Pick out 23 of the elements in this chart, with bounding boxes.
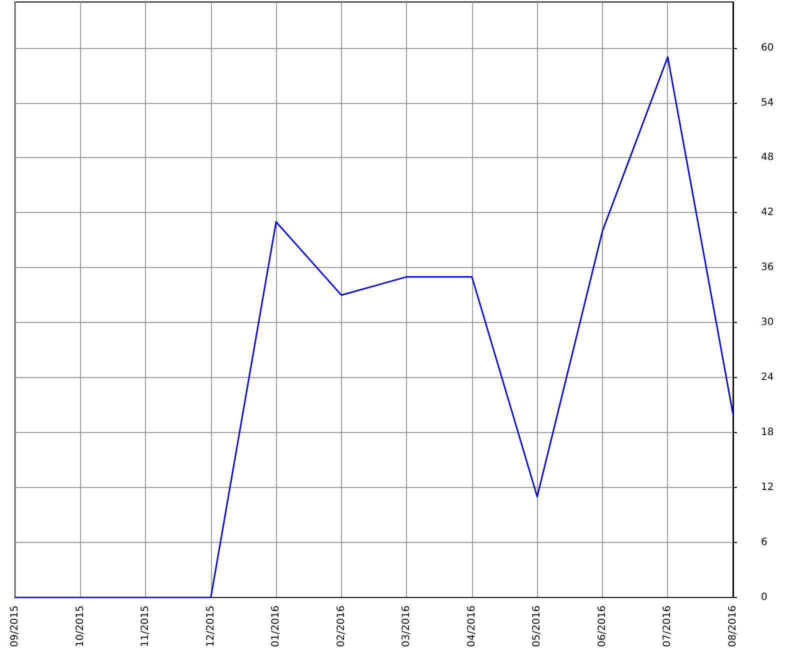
- y-tick-label: 6: [761, 536, 768, 548]
- x-tick-label: 05/2016: [532, 605, 543, 648]
- x-tick-label: 07/2016: [662, 605, 674, 648]
- x-tick-label: 03/2016: [401, 605, 412, 648]
- x-tick-label: 06/2016: [596, 605, 608, 648]
- x-tick-label: 12/2015: [205, 605, 216, 648]
- y-tick-label: 12: [761, 482, 774, 494]
- x-tick-label: 10/2015: [74, 605, 86, 648]
- y-tick-label: 18: [761, 427, 774, 438]
- x-tick-label: 04/2016: [466, 605, 478, 648]
- y-tick-label: 24: [761, 372, 774, 384]
- x-tick-label: 01/2016: [270, 605, 282, 648]
- y-tick-label: 48: [761, 152, 774, 164]
- x-tick-label: 08/2016: [728, 605, 738, 648]
- x-tick-label: 09/2015: [10, 605, 20, 648]
- y-tick-label: 30: [761, 317, 774, 328]
- y-tick-label: 0: [761, 592, 768, 603]
- y-tick-label: 36: [761, 262, 774, 274]
- y-tick-label: 42: [761, 207, 774, 218]
- x-tick-label: 11/2015: [140, 605, 152, 648]
- x-tick-label: 02/2016: [336, 605, 347, 648]
- y-tick-label: 60: [761, 42, 774, 54]
- y-tick-label: 54: [761, 97, 774, 108]
